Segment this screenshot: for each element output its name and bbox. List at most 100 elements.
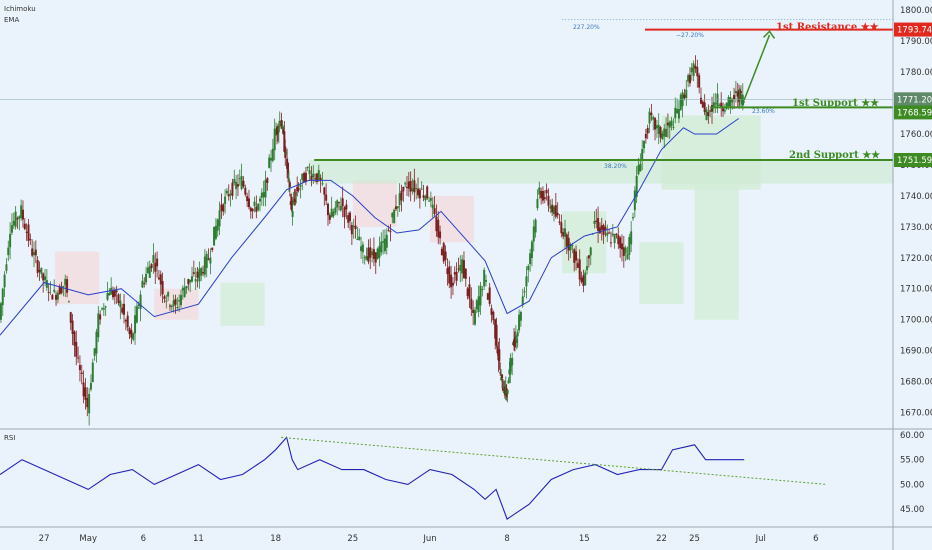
rsi-label[interactable]: RSI [4,434,16,442]
candle-body [352,226,355,228]
candle-body [387,230,390,232]
candle-body [135,306,138,323]
ichimoku-cloud-segment [220,282,265,326]
candle-body [25,231,28,233]
candle-body [571,245,574,247]
candle-body [45,280,48,288]
candle-body [218,210,221,227]
candle-body [420,188,423,190]
candle-body [266,178,269,183]
candle-body [499,372,502,374]
candle-body [161,281,164,295]
candle-body [492,311,495,321]
candle-body [3,274,6,288]
candle-body [84,387,87,400]
price-panel [0,19,893,426]
candle-body [556,212,559,216]
candle-body [630,231,633,245]
candle-body [312,173,315,178]
rsi-tick-label: 45.00 [900,505,924,515]
candle-body [619,237,622,249]
ema-label[interactable]: EMA [4,16,20,24]
candle-body [47,291,50,293]
candle-body [290,196,293,211]
price-tick-label: 1740.00 [900,192,932,202]
candle-body [168,305,171,307]
candle-body [110,287,113,295]
candle-body [32,252,35,256]
candle-body [600,225,603,230]
candle-body [93,348,96,356]
fib-23-label: 23.60% [752,108,775,115]
candle-body [606,232,609,236]
candle-body [461,259,464,274]
candle-body [371,251,374,256]
candle-body [53,289,56,292]
candle-body [268,157,271,168]
candle-body [672,126,675,128]
candle-body [211,247,214,250]
candle-body [501,374,504,379]
candle-body [7,247,10,256]
candle-body [271,148,274,161]
candle-body [716,93,719,107]
candle-body [361,244,364,253]
candle-body [200,268,203,276]
candle-body [496,347,499,354]
candle-body [156,258,159,267]
candle-body [632,217,635,219]
candle-body [78,365,81,371]
price-tick-label: 1670.00 [900,409,932,419]
candle-body [27,224,30,241]
candle-body [426,186,429,199]
candle-body [367,247,370,262]
candle-body [488,287,491,304]
candle-body [60,286,63,294]
ema-line [0,118,739,336]
candle-body [308,170,311,175]
candle-body [214,225,217,239]
candle-body [530,241,533,259]
candle-body [584,272,587,286]
candle-body [498,349,501,362]
fib-227-label: 227.20% [573,24,600,31]
candle-body [650,112,653,116]
candle-body [739,89,742,101]
candle-body [152,255,155,263]
candle-body [369,247,372,258]
candle-body [31,248,34,256]
candle-body [521,296,524,305]
candle-body [100,308,103,310]
candle-body [146,267,149,273]
candle-body [326,203,329,216]
candle-body [18,216,21,219]
candle-body [699,97,702,104]
candle-body [595,220,598,223]
candle-body [40,267,43,274]
support-1-label: 1st Support ★★ [792,98,880,109]
candle-body [137,304,140,306]
candle-body [321,183,324,185]
price-tick-label: 1790.00 [900,37,932,47]
candle-body [569,244,572,251]
candle-body [709,110,712,112]
ichimoku-label[interactable]: Ichimoku [4,5,36,13]
candle-body [688,74,691,84]
candle-body [525,276,528,287]
resistance-1-label: 1st Resistance ★★ [776,22,879,33]
candle-body [378,245,381,258]
candle-body [347,215,350,223]
candle-body [117,294,120,303]
candle-body [698,75,701,88]
candle-body [42,273,45,281]
candle-body [527,266,530,271]
candle-body [473,310,476,325]
candle-body [304,172,307,182]
candle-body [69,312,72,323]
candle-body [483,269,486,287]
candle-body [511,357,514,366]
price-badge [894,105,932,120]
rsi-trendline [281,436,827,485]
candle-body [288,182,291,188]
